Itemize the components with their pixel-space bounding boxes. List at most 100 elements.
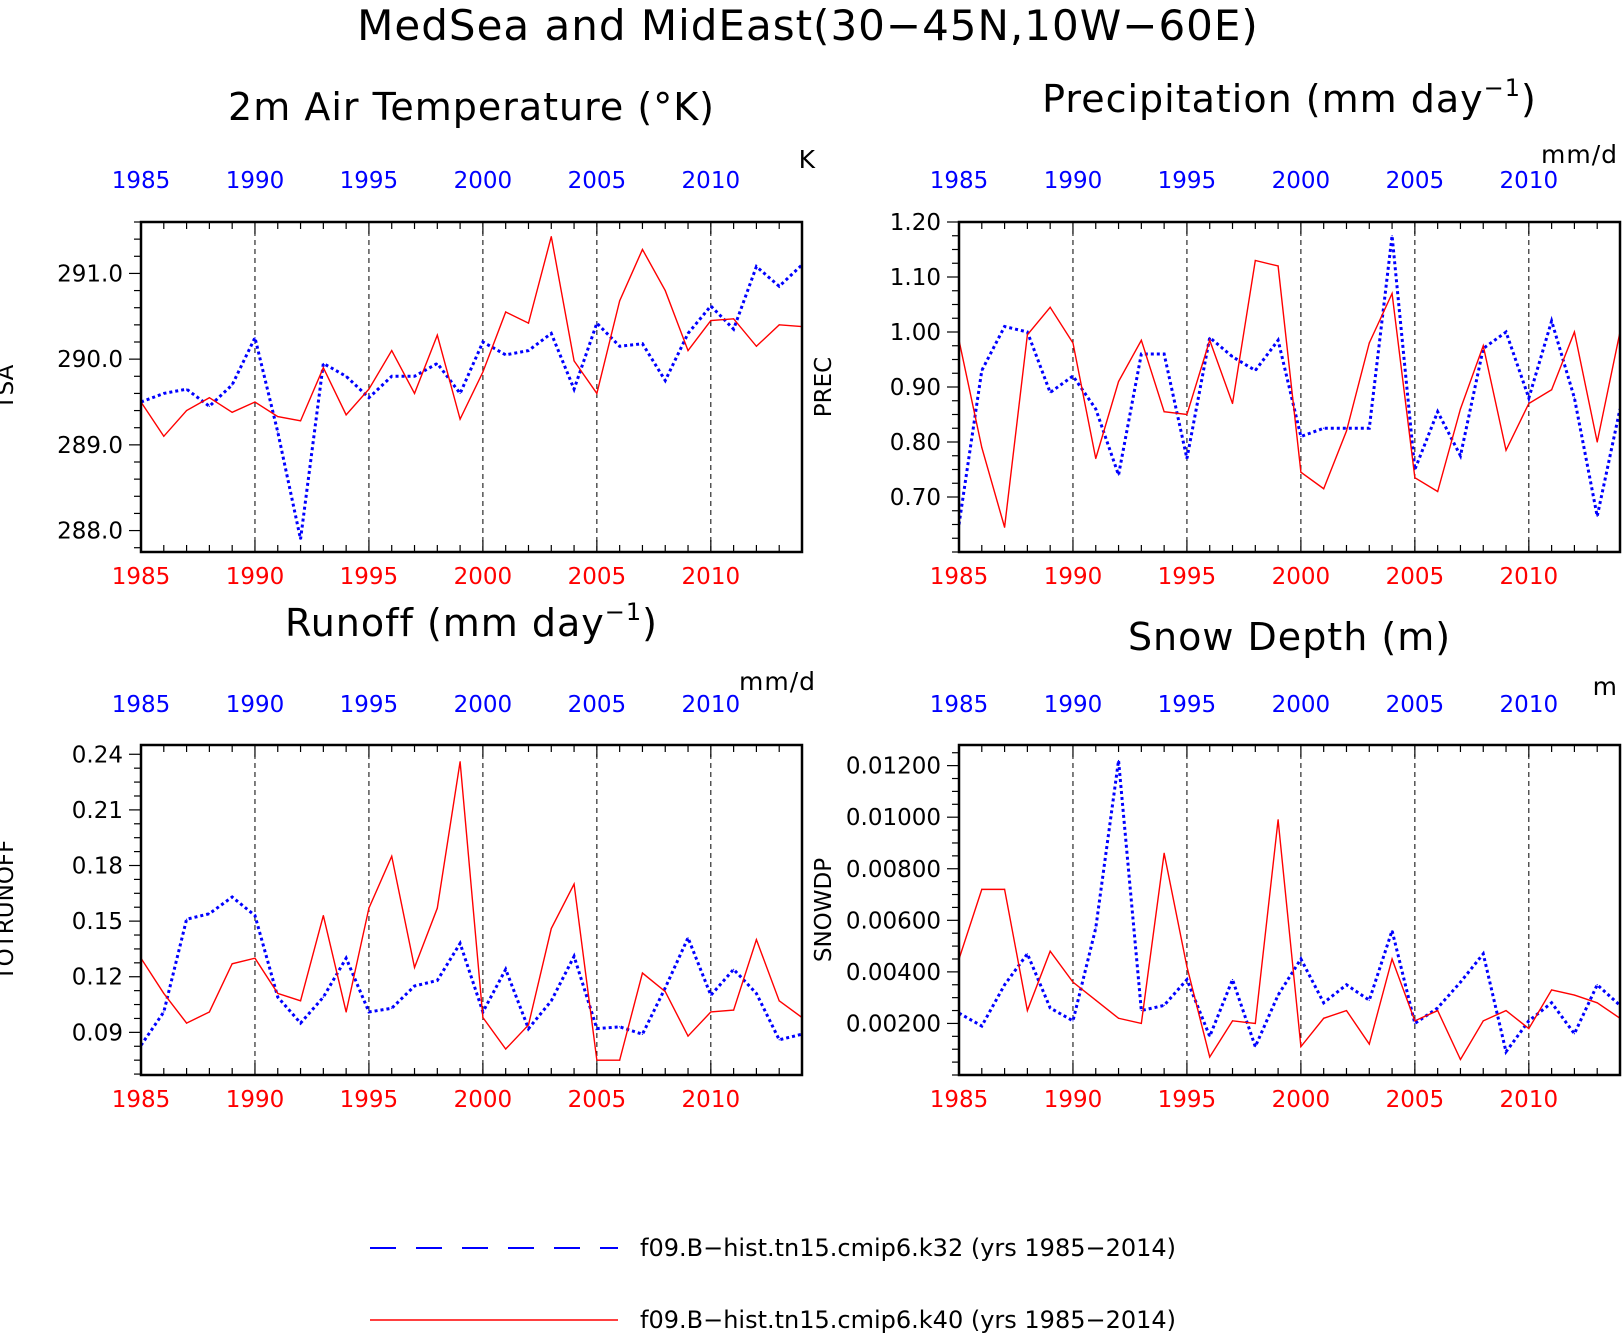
data-point-k32 — [1026, 953, 1028, 955]
data-point-k40 — [1254, 1022, 1256, 1025]
data-point-k32 — [596, 1028, 598, 1030]
data-point-k32 — [1186, 457, 1188, 460]
series-line-k40 — [141, 761, 802, 1061]
data-point-k40 — [299, 1000, 302, 1002]
data-point-k32 — [185, 918, 188, 920]
data-point-k32 — [1414, 1022, 1416, 1025]
panel-title-text: Runoff (mm day — [285, 601, 605, 645]
data-point-k32 — [254, 914, 256, 917]
x-tick-label-top: 2010 — [1500, 692, 1559, 718]
data-point-k32 — [687, 937, 689, 939]
data-point-k40 — [1482, 1020, 1484, 1022]
panel-title-text: Snow Depth (m) — [1128, 615, 1451, 659]
data-point-k32 — [322, 362, 324, 365]
data-point-k40 — [1049, 950, 1051, 952]
data-point-k32 — [1368, 999, 1370, 1001]
data-point-k32 — [1573, 1033, 1576, 1035]
y-tick-label: 289.0 — [57, 433, 123, 459]
data-point-k40 — [231, 411, 233, 413]
y-tick-label: 0.01200 — [846, 754, 941, 780]
data-point-k40 — [163, 435, 165, 437]
x-tick-label-top: 2000 — [1272, 168, 1331, 194]
data-point-k32 — [1072, 1020, 1074, 1022]
data-point-k40 — [413, 392, 416, 395]
y-tick-label: 291.0 — [57, 261, 123, 287]
data-point-k32 — [436, 979, 438, 982]
data-point-k40 — [1277, 265, 1279, 267]
figure-title: MedSea and MidEast(30−45N,10W−60E) — [357, 1, 1259, 50]
panel-title: Runoff (mm day−1) — [285, 598, 658, 645]
data-point-k40 — [550, 235, 552, 238]
data-point-k32 — [1300, 435, 1302, 438]
data-point-k32 — [1391, 930, 1393, 932]
data-point-k40 — [1231, 402, 1234, 405]
data-point-k40 — [1551, 389, 1553, 391]
data-point-k32 — [710, 305, 712, 307]
data-point-k32 — [1163, 353, 1165, 355]
data-point-k32 — [345, 957, 347, 959]
data-point-k32 — [641, 1033, 644, 1035]
data-point-k40 — [664, 990, 666, 993]
data-point-k40 — [1300, 471, 1302, 473]
data-point-k32 — [1209, 336, 1211, 339]
y-tick-label: 0.70 — [890, 485, 941, 511]
data-point-k40 — [710, 1011, 712, 1013]
data-point-k40 — [208, 397, 210, 399]
panel-3: Runoff (mm day−1) mm/d 1985 1985 1990 1990 199… — [0, 598, 815, 1113]
data-point-k32 — [345, 375, 347, 377]
data-point-k40 — [1437, 1009, 1439, 1012]
data-point-k40 — [1528, 402, 1530, 405]
data-point-k40 — [1186, 966, 1188, 968]
data-point-k32 — [1026, 331, 1028, 333]
data-point-k40 — [1072, 342, 1074, 344]
x-tick-label-bottom: 2005 — [1386, 1087, 1445, 1113]
data-point-k40 — [436, 907, 438, 909]
data-point-k40 — [755, 939, 758, 941]
data-point-k40 — [1414, 477, 1416, 479]
data-point-k32 — [413, 985, 416, 987]
data-point-k40 — [231, 963, 233, 965]
data-point-k40 — [1117, 1017, 1120, 1019]
data-point-k40 — [687, 349, 689, 352]
x-tick-label-top: 1990 — [226, 168, 285, 194]
data-point-k32 — [1323, 427, 1325, 429]
data-point-k40 — [163, 992, 165, 995]
legend-label-k32: f09.B−hist.tn15.cmip6.k32 (yrs 1985−2014… — [640, 1234, 1176, 1262]
series-line-k40 — [141, 236, 802, 438]
data-point-k32 — [1277, 994, 1279, 996]
data-point-k40 — [185, 409, 188, 412]
x-tick-label-top: 2000 — [454, 692, 513, 718]
data-point-k40 — [710, 319, 712, 322]
data-point-k32 — [368, 397, 370, 399]
data-point-k32 — [1163, 1004, 1165, 1006]
panel-1: 2m Air Temperature (°K) K 1985 1985 1990 1990… — [0, 85, 815, 590]
data-point-k32 — [459, 942, 461, 944]
data-point-k32 — [550, 1000, 552, 1002]
data-point-k32 — [1596, 984, 1598, 986]
data-point-k40 — [981, 888, 983, 890]
data-point-k32 — [231, 896, 233, 898]
data-point-k40 — [573, 883, 575, 885]
data-point-k32 — [413, 375, 416, 377]
data-point-k40 — [641, 248, 644, 251]
x-tick-label-bottom: 1985 — [112, 1087, 171, 1113]
data-point-k32 — [299, 538, 302, 540]
data-point-k32 — [733, 968, 735, 970]
data-point-k32 — [1140, 353, 1142, 355]
data-point-k40 — [1277, 819, 1279, 821]
data-point-k32 — [664, 987, 666, 989]
x-tick-label-bottom: 1990 — [1044, 1087, 1103, 1113]
data-point-k32 — [163, 392, 165, 395]
data-point-k40 — [208, 1011, 210, 1013]
series-line-k32 — [959, 235, 1620, 525]
series-line-k32 — [959, 760, 1620, 1056]
data-point-k40 — [459, 418, 461, 420]
data-point-k40 — [1186, 413, 1188, 416]
y-tick-label: 1.00 — [890, 320, 941, 346]
x-tick-label-top: 2005 — [568, 168, 627, 194]
data-point-k40 — [1254, 259, 1256, 262]
x-tick-label-bottom: 2010 — [682, 564, 741, 590]
y-tick-label: 0.00200 — [846, 1011, 941, 1037]
data-point-k40 — [596, 392, 598, 395]
data-point-k40 — [1596, 1002, 1598, 1004]
